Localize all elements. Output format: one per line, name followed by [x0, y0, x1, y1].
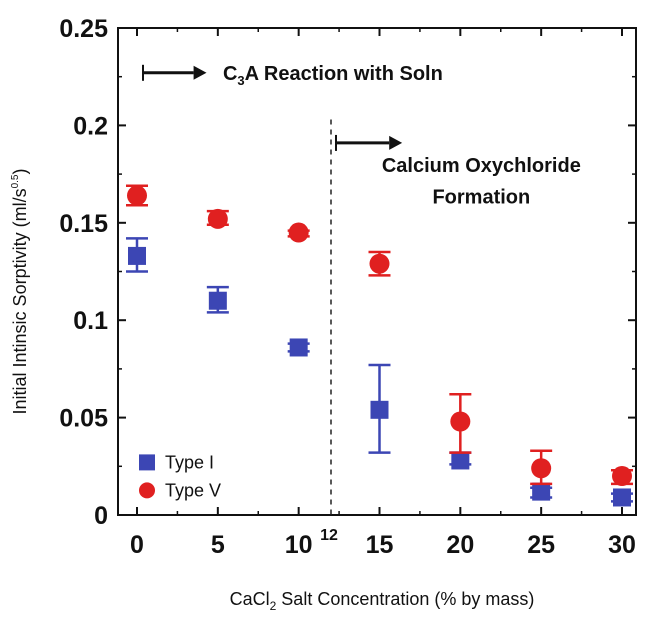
y-tick-label: 0.25 — [59, 15, 108, 43]
marker-circle — [450, 411, 471, 432]
x-tick-label: 20 — [446, 531, 474, 559]
annotation-c3a-reaction: C3A Reaction with Soln — [223, 63, 443, 88]
marker-circle — [127, 185, 147, 206]
data-point-type-i — [126, 237, 148, 273]
data-point-type-i — [368, 363, 391, 454]
x-axis-title: CaCl2 Salt Concentration (% by mass) — [230, 589, 535, 613]
x-tick-label: 15 — [366, 531, 394, 559]
y-tick-label: 0.2 — [73, 112, 108, 140]
data-point-type-i — [611, 488, 633, 507]
legend-marker-circle — [139, 482, 155, 499]
y-tick-label: 0.05 — [59, 405, 108, 433]
annotation-oxychloride-line2: Formation — [432, 186, 530, 208]
x-tick-label: 10 — [285, 531, 313, 559]
marker-circle — [531, 458, 552, 479]
marker-square — [451, 451, 470, 470]
x-tick-label: 0 — [130, 531, 144, 559]
data-point-type-v — [611, 466, 633, 487]
y-axis-title: Initial Intinsic Sorptivity (ml/s0.5) — [10, 169, 30, 415]
x-tick-label: 25 — [527, 531, 555, 559]
x-tick-label-12: 12 — [320, 527, 338, 544]
legend-label: Type I — [165, 452, 214, 472]
x-tick-label: 5 — [211, 531, 225, 559]
y-tick-label: 0.1 — [73, 307, 108, 335]
y-tick-label: 0 — [94, 502, 108, 530]
data-point-type-v — [126, 184, 148, 207]
annotation-arrow-left-head — [193, 65, 207, 80]
marker-square — [613, 488, 631, 507]
marker-square — [532, 482, 551, 501]
marker-circle — [207, 208, 228, 229]
marker-circle — [288, 222, 309, 243]
x-tick-label: 30 — [608, 531, 636, 559]
marker-square — [208, 291, 227, 310]
annotation-arrow-right-head — [389, 135, 403, 150]
data-point-type-v — [449, 392, 472, 454]
marker-circle — [612, 466, 632, 487]
data-point-type-i — [449, 451, 472, 470]
data-point-type-v — [287, 222, 310, 243]
data-point-type-i — [530, 482, 553, 501]
legend-marker-square — [139, 454, 155, 471]
data-point-type-i — [206, 285, 229, 314]
data-point-type-v — [530, 449, 553, 486]
data-point-type-v — [368, 250, 391, 277]
marker-circle — [369, 253, 390, 274]
data-point-type-i — [287, 338, 310, 357]
marker-square — [128, 246, 146, 265]
y-tick-label: 0.15 — [59, 210, 108, 238]
marker-square — [370, 400, 389, 419]
marker-square — [289, 338, 308, 357]
data-point-type-v — [206, 208, 229, 229]
legend-label: Type V — [165, 480, 221, 500]
annotation-oxychloride-line1: Calcium Oxychloride — [382, 155, 581, 177]
